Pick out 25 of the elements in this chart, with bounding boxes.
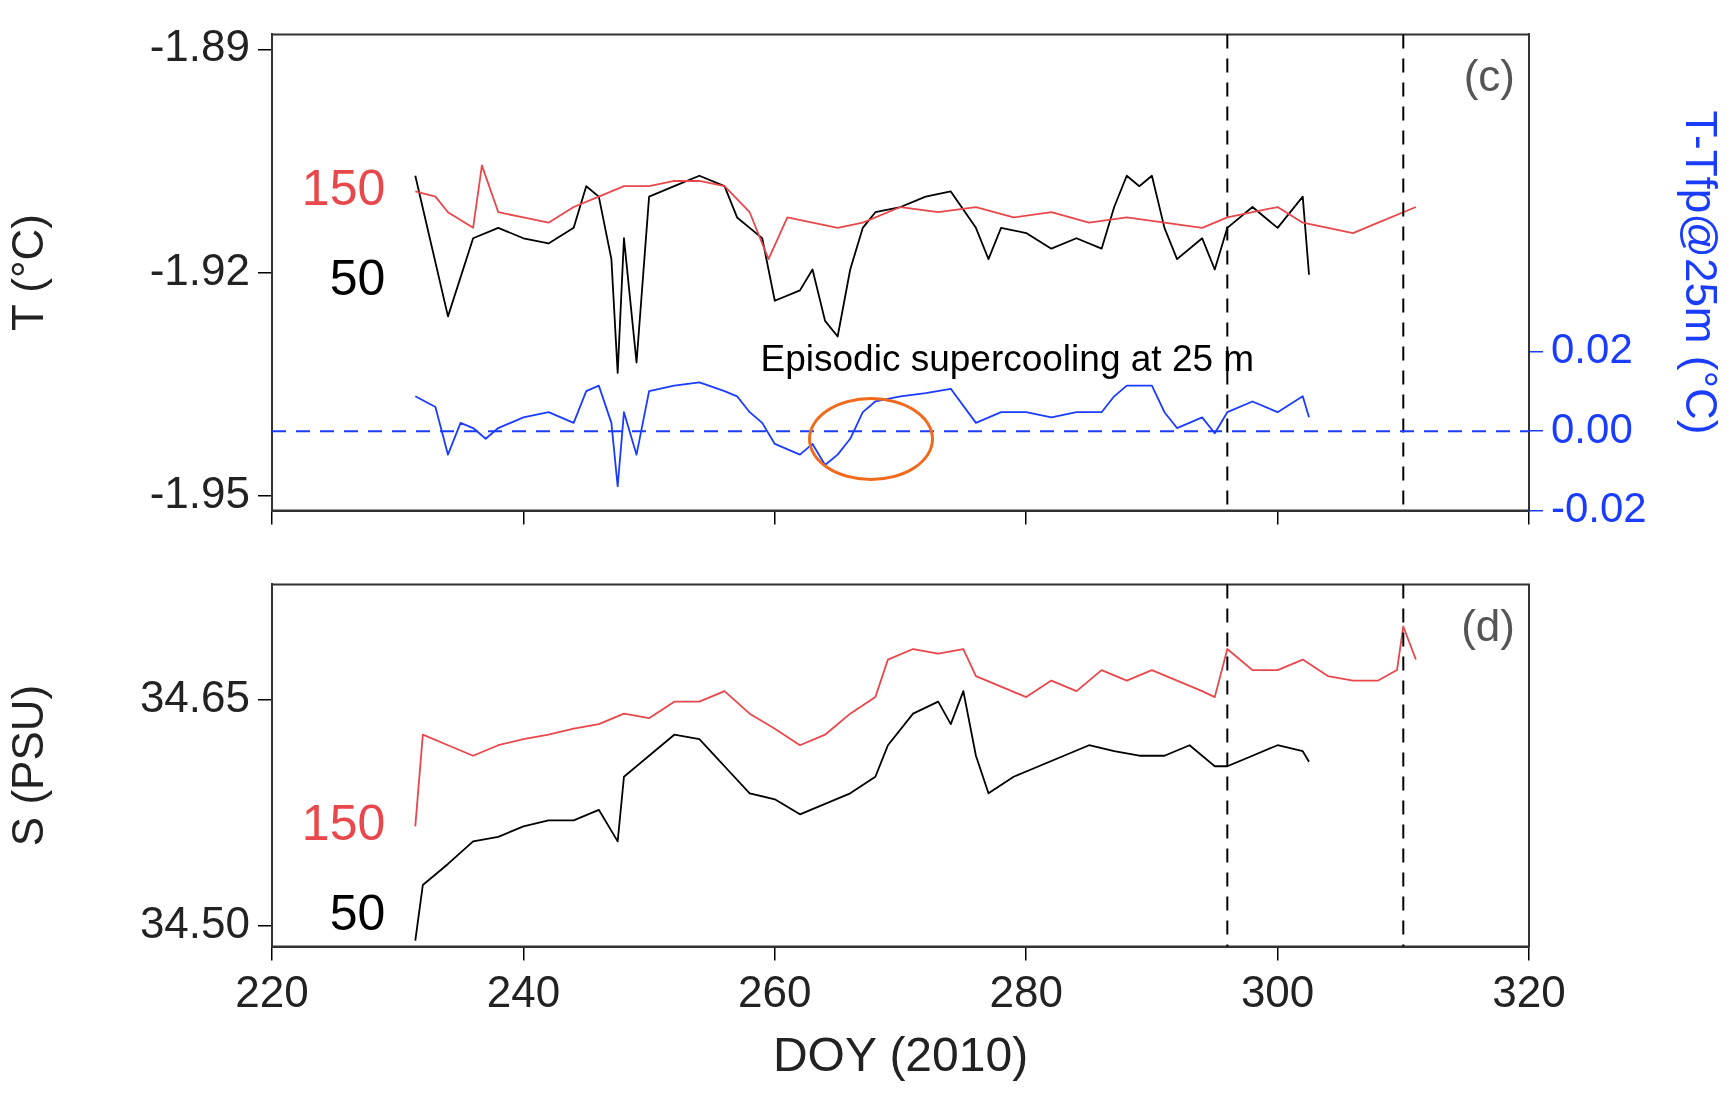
x-axis-title: DOY (2010) [772,1028,1029,1082]
x-tick-label: 260 [738,967,812,1017]
y-axis-title: S (PSU) [2,684,52,847]
annotation: Episodic supercooling at 25 m [760,337,1255,379]
y-axis-title: T (°C) [2,214,52,331]
x-tick-label: 300 [1240,967,1315,1017]
y2-tick-label: 0.02 [1551,325,1633,373]
y-tick-label: 34.50 [139,897,250,947]
y2-axis-title: T-Tfp@25m (°C) [1677,110,1727,435]
y-tick-label: 34.65 [139,672,250,722]
series-label: 50 [329,885,386,942]
annotation: (c) [1463,50,1515,100]
x-tick-label: 320 [1492,967,1566,1017]
y2-tick-label: 0.00 [1551,404,1633,452]
series-label: 50 [329,250,386,307]
y-tick-label: -1.95 [149,467,250,517]
x-tick-label: 280 [989,967,1063,1017]
x-tick-label: 220 [235,967,309,1017]
series-label: 150 [301,795,386,852]
y2-tick-label: -0.02 [1551,484,1647,532]
annotation: (d) [1461,600,1515,650]
x-tick-label: 240 [486,967,561,1017]
y-tick-label: -1.89 [149,21,250,71]
series-label: 150 [301,160,386,217]
y-tick-label: -1.92 [149,244,250,294]
